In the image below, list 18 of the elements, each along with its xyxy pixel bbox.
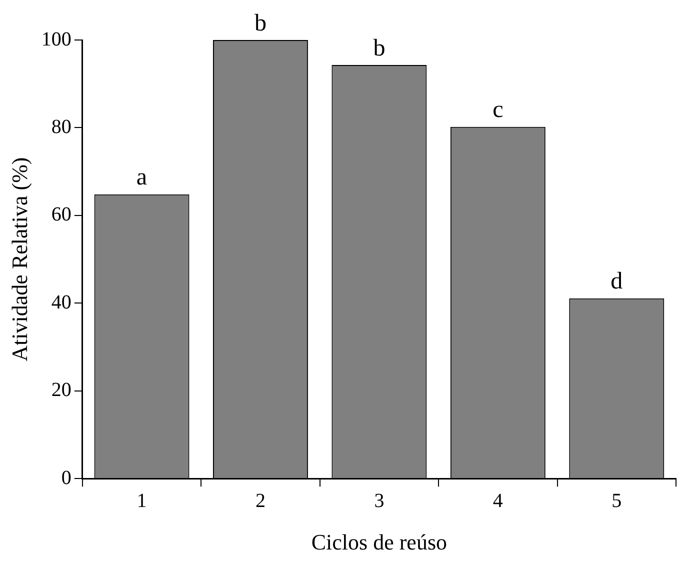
x-tick-label: 1 xyxy=(136,490,147,512)
y-tick-label: 100 xyxy=(41,28,72,50)
y-tick-label: 20 xyxy=(51,379,72,402)
x-tick-label: 5 xyxy=(612,490,622,512)
x-tick-label: 2 xyxy=(255,490,266,512)
annotation: d xyxy=(610,268,623,295)
annotation: b xyxy=(254,10,266,36)
y-tick-label: 80 xyxy=(51,116,72,138)
x-axis-title: Ciclos de reúso xyxy=(311,530,448,555)
y-axis-title: Atividade Relativa (%) xyxy=(6,157,32,362)
annotation: c xyxy=(492,97,504,124)
y-tick-label: 40 xyxy=(51,291,72,314)
x-tick-label: 4 xyxy=(492,490,503,512)
x-tick-label: 3 xyxy=(374,490,384,512)
annotation: b xyxy=(373,35,386,62)
y-tick-label: 0 xyxy=(61,466,72,489)
annotation: a xyxy=(136,164,148,191)
y-tick-label: 60 xyxy=(51,204,72,226)
